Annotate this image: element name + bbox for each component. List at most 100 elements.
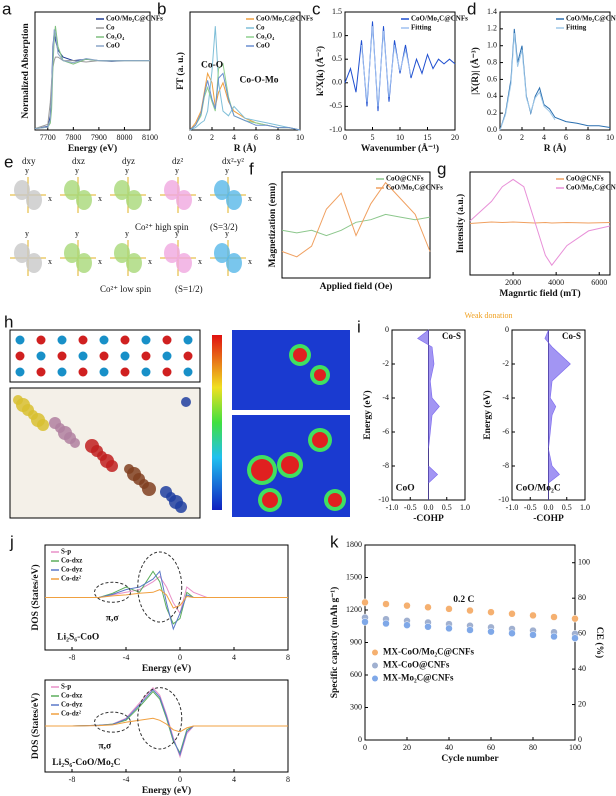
panel-label: c bbox=[312, 0, 321, 18]
legend-label: Co-dyz bbox=[61, 701, 82, 709]
panel-label: k bbox=[330, 532, 339, 551]
axis-letter: y bbox=[75, 229, 79, 238]
x-tick-label: 0.0 bbox=[544, 503, 554, 512]
lobe bbox=[126, 190, 142, 210]
atom bbox=[141, 367, 151, 377]
y-tick-label: 1500 bbox=[346, 572, 362, 581]
lobe bbox=[214, 180, 230, 200]
y-tick-label: -8 bbox=[382, 461, 389, 470]
axis-letter: x bbox=[198, 194, 202, 203]
atom bbox=[37, 419, 49, 431]
y-tick-label: 0.0 bbox=[487, 125, 497, 134]
legend-label: Co-dz² bbox=[61, 575, 81, 583]
spin-state: Co²⁺ high spin bbox=[135, 222, 189, 232]
y-axis-label: DOS (States/eV) bbox=[30, 693, 41, 759]
lobe bbox=[226, 190, 242, 210]
x-tick-label: 4000 bbox=[548, 278, 564, 287]
lobe bbox=[76, 253, 92, 273]
legend-label: CoO bbox=[256, 42, 271, 50]
y-tick-label: 900 bbox=[350, 637, 362, 646]
line bbox=[45, 589, 288, 609]
atom bbox=[36, 335, 46, 345]
line bbox=[189, 26, 301, 131]
x-tick-label: -0.5 bbox=[524, 503, 537, 512]
x-tick-label: 0 bbox=[178, 775, 182, 784]
lobe bbox=[114, 243, 130, 263]
x-tick-label: 0 bbox=[343, 133, 347, 142]
axis-letter: x bbox=[48, 257, 52, 266]
annotation: π,σ bbox=[106, 614, 120, 624]
y-tick-label: 1.2 bbox=[487, 24, 497, 33]
plot-frame bbox=[34, 11, 151, 131]
axis-letter: x bbox=[248, 257, 252, 266]
lobe bbox=[176, 253, 192, 273]
legend-label: Co₃O₄ bbox=[256, 33, 275, 41]
spin-state: Co²⁺ low spin bbox=[100, 284, 151, 294]
y-tick-label: -4 bbox=[502, 393, 509, 402]
y-tick-label: 0.8 bbox=[487, 57, 497, 66]
point bbox=[361, 618, 369, 626]
atom bbox=[36, 367, 46, 377]
plot-frame bbox=[189, 11, 301, 131]
legend-label: Co-dxz bbox=[61, 692, 82, 700]
axis-letter: y bbox=[125, 229, 129, 238]
orbital-label: dxz bbox=[72, 156, 85, 166]
axis-letter: y bbox=[75, 166, 79, 175]
y-axis-label: |X(R)| (Å⁻³) bbox=[469, 47, 481, 95]
legend-label: CoO/Mo₂C@CNFs bbox=[256, 15, 313, 23]
legend-swatch bbox=[372, 675, 378, 682]
orbital-label: dz² bbox=[172, 156, 183, 166]
point bbox=[382, 600, 390, 608]
spin-value: (S=1/2) bbox=[175, 284, 203, 294]
y-tick-label: -0.5 bbox=[329, 101, 342, 110]
atom bbox=[57, 367, 67, 377]
legend-swatch bbox=[372, 649, 378, 656]
x-tick-label: 20 bbox=[403, 743, 411, 752]
legend-label: Co-dyz bbox=[61, 566, 82, 574]
axis-letter: x bbox=[148, 257, 152, 266]
point bbox=[466, 606, 474, 615]
color-bar bbox=[212, 335, 222, 510]
lobe bbox=[164, 243, 180, 263]
panel-label: f bbox=[249, 159, 254, 178]
legend-label: CoO bbox=[106, 42, 121, 50]
y-axis-label: Energy (eV) bbox=[482, 390, 493, 439]
line bbox=[189, 72, 301, 131]
y-axis-label: Energy (eV) bbox=[362, 390, 373, 439]
x-tick-label: 0 bbox=[188, 133, 192, 142]
y2-tick-label: 80 bbox=[578, 593, 586, 602]
x-tick-label: -8 bbox=[69, 653, 76, 662]
x-tick-label: 0.5 bbox=[442, 503, 452, 512]
axis-letter: y bbox=[225, 166, 229, 175]
x-tick-label: 8100 bbox=[142, 133, 158, 142]
plot-frame bbox=[364, 544, 576, 741]
highlight bbox=[94, 711, 131, 733]
x-tick-label: 10 bbox=[296, 133, 304, 142]
atom bbox=[162, 335, 172, 345]
point bbox=[445, 624, 453, 633]
x-tick-label: 6000 bbox=[591, 278, 607, 287]
atom bbox=[78, 335, 88, 345]
atom bbox=[162, 351, 172, 361]
legend-label: S-p bbox=[61, 548, 71, 556]
panel-label: d bbox=[467, 0, 476, 18]
legend-label: Co bbox=[106, 24, 115, 32]
y2-tick-label: 40 bbox=[578, 664, 586, 673]
axis-letter: y bbox=[225, 229, 229, 238]
legend-label: MX-CoO@CNFs bbox=[383, 660, 450, 670]
point bbox=[487, 627, 495, 636]
x-axis-label: Energy (eV) bbox=[142, 785, 191, 796]
atom bbox=[15, 367, 25, 377]
charge-map-top bbox=[232, 330, 350, 410]
legend-label: Co-dz² bbox=[61, 710, 81, 718]
annotation: Li₂S₆-CoO/Mo₂C bbox=[52, 758, 120, 768]
y-tick-label: -2 bbox=[502, 359, 509, 368]
x-tick-label: 0 bbox=[363, 743, 367, 752]
lobe bbox=[26, 253, 42, 273]
point bbox=[529, 631, 537, 639]
atom bbox=[175, 501, 187, 513]
legend-label: Co-S bbox=[442, 331, 461, 341]
annotation: CoO/Mo₂C bbox=[516, 483, 561, 493]
y-tick-label: 0.4 bbox=[487, 91, 497, 100]
